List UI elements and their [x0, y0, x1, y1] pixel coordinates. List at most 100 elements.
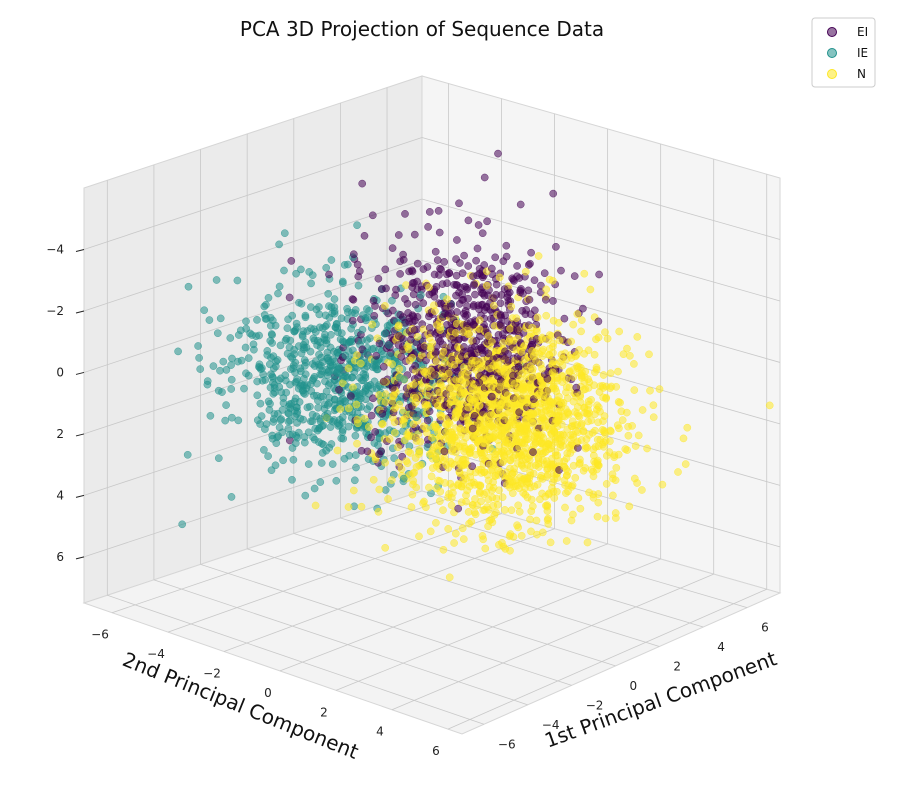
point-IE	[264, 452, 272, 460]
point-N	[489, 501, 498, 510]
point-IE	[244, 371, 253, 380]
point-EI	[487, 392, 496, 401]
point-EI	[396, 270, 404, 278]
point-N	[633, 479, 641, 487]
point-EI	[285, 293, 294, 302]
point-IE	[258, 376, 267, 385]
point-IE	[253, 416, 262, 425]
point-N	[562, 355, 571, 364]
point-N	[454, 480, 463, 488]
point-N	[450, 360, 459, 369]
point-N	[520, 464, 528, 473]
point-N	[501, 545, 510, 553]
point-N	[538, 347, 547, 356]
point-EI	[469, 272, 477, 281]
grid-line-z-left	[83, 444, 423, 558]
point-IE	[266, 336, 275, 345]
point-N	[353, 439, 361, 448]
grid-line-y-floor	[447, 588, 767, 730]
point-N	[447, 501, 456, 510]
point-IE	[275, 282, 284, 291]
point-EI	[504, 290, 512, 298]
point-IE	[270, 410, 279, 418]
scatter-points	[174, 149, 774, 582]
point-N	[416, 437, 425, 446]
point-EI	[370, 311, 379, 320]
point-N	[552, 387, 561, 396]
point-N	[407, 503, 416, 511]
point-N	[356, 359, 365, 368]
point-N	[506, 456, 515, 465]
point-IE	[194, 342, 202, 350]
point-IE	[348, 373, 356, 382]
point-EI	[460, 251, 468, 260]
point-N	[517, 348, 526, 356]
point-N	[545, 331, 554, 339]
point-N	[436, 379, 445, 387]
point-N	[582, 442, 590, 451]
point-EI	[413, 259, 422, 268]
point-IE	[341, 397, 350, 406]
point-IE	[338, 426, 347, 434]
point-N	[616, 398, 624, 407]
point-N	[476, 489, 484, 498]
point-IE	[309, 374, 318, 383]
point-EI	[375, 339, 384, 348]
point-N	[450, 539, 458, 547]
point-N	[573, 437, 582, 446]
point-EI	[483, 217, 491, 226]
point-N	[408, 353, 417, 362]
y-tick-label: 0	[264, 686, 272, 700]
point-IE	[280, 229, 289, 238]
point-N	[633, 333, 642, 341]
point-N	[431, 452, 440, 461]
point-IE	[174, 347, 182, 356]
point-EI	[472, 256, 480, 265]
point-N	[488, 338, 496, 346]
point-IE	[293, 407, 302, 416]
point-N	[581, 385, 590, 394]
point-IE	[267, 330, 276, 338]
point-N	[618, 416, 627, 424]
point-IE	[330, 307, 339, 316]
point-N	[615, 327, 624, 336]
point-EI	[453, 236, 461, 244]
point-N	[344, 364, 353, 373]
point-IE	[218, 388, 226, 396]
point-IE	[227, 361, 235, 369]
point-N	[409, 380, 418, 389]
point-N	[565, 443, 574, 452]
point-N	[388, 360, 396, 368]
point-N	[459, 386, 468, 394]
point-IE	[304, 428, 313, 437]
point-IE	[322, 413, 331, 422]
point-IE	[241, 343, 250, 352]
point-IE	[322, 366, 331, 374]
point-IE	[212, 276, 221, 284]
point-EI	[409, 290, 418, 299]
point-IE	[297, 265, 305, 274]
point-N	[444, 493, 452, 502]
point-N	[579, 426, 588, 435]
point-N	[413, 332, 422, 341]
point-N	[489, 461, 498, 469]
point-IE	[381, 329, 389, 338]
point-EI	[478, 229, 487, 238]
point-N	[559, 436, 568, 445]
point-EI	[456, 283, 465, 292]
point-IE	[300, 438, 309, 447]
point-N	[409, 477, 418, 485]
point-IE	[260, 302, 269, 311]
point-IE	[205, 316, 214, 324]
z-tick-label: 4	[56, 488, 64, 502]
point-N	[357, 502, 366, 511]
point-EI	[527, 248, 535, 257]
point-EI	[440, 447, 449, 456]
point-IE	[400, 375, 408, 384]
point-N	[623, 344, 631, 353]
grid-line-x-floor	[293, 533, 660, 647]
grid-line-x-floor	[200, 563, 572, 686]
point-N	[422, 424, 430, 433]
point-EI	[530, 276, 539, 285]
point-EI	[419, 265, 428, 273]
